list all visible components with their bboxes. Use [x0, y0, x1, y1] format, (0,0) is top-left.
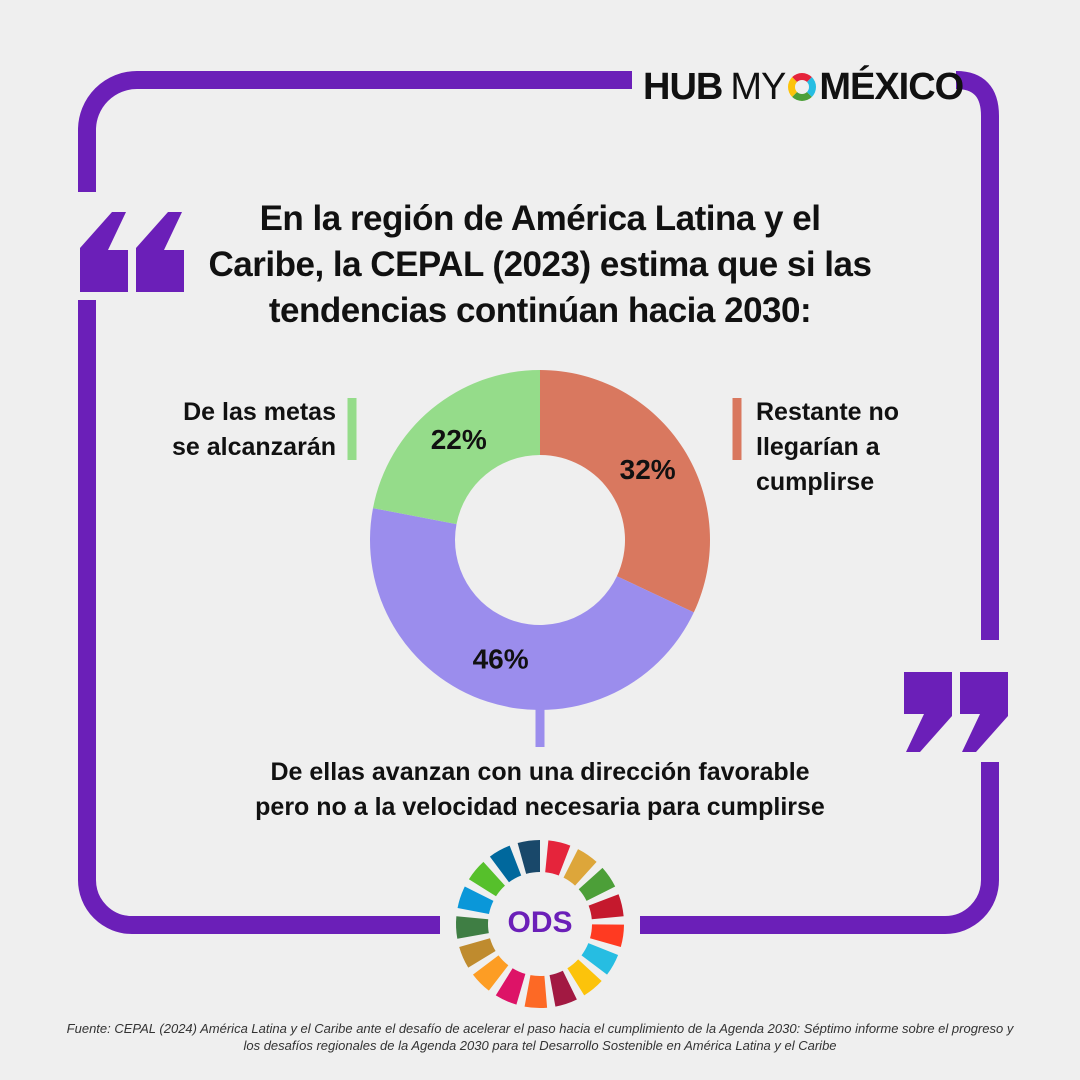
logo-mexico: MÉXICO: [819, 66, 964, 108]
frame-segment: [78, 71, 632, 192]
ods-segment: [456, 916, 489, 939]
donut-segment: [369, 508, 694, 711]
ods-segment: [588, 894, 624, 920]
source-note: Fuente: CEPAL (2024) América Latina y el…: [66, 1021, 1014, 1053]
logo-hub: HUB: [643, 66, 723, 108]
ods-segment: [524, 975, 548, 1009]
ods-segment: [563, 849, 597, 886]
donut-segment: [373, 370, 540, 525]
frame: [78, 71, 999, 934]
value-label: 22%: [431, 424, 487, 455]
ods-label: ODS: [507, 906, 572, 939]
ods-segment: [489, 845, 522, 883]
ods-segment: [549, 970, 577, 1007]
quote-mark: [136, 212, 184, 292]
ods-segment: [567, 959, 602, 996]
ods-segment: [472, 955, 509, 991]
ods-segment: [590, 924, 624, 947]
quote-mark: [904, 672, 952, 752]
donut-segment: [540, 369, 711, 613]
category-label: De las metas se alcanzarán: [172, 398, 336, 461]
ods-segment: [517, 840, 540, 874]
ods-segment: [581, 943, 619, 975]
ods-segment: [545, 840, 571, 876]
logo-ring: [788, 73, 817, 101]
category-label: De ellas avanzan con una dirección favor…: [255, 758, 825, 821]
quote-mark: [80, 212, 128, 292]
frame-segment: [955, 71, 999, 640]
category-label: Restante no llegarían a cumplirse: [756, 398, 900, 496]
logo: HUB MY MÉXICO: [643, 66, 964, 109]
open-quote: [80, 212, 184, 292]
value-label: 46%: [473, 644, 529, 675]
ods-badge: [448, 832, 632, 1016]
ods-segment: [457, 886, 494, 915]
logo-my: MY: [730, 66, 786, 108]
close-quote: [904, 672, 1008, 752]
ods-segment: [459, 938, 496, 968]
frame-segment: [78, 300, 440, 934]
ods-segment: [578, 867, 616, 901]
frame-segment: [640, 762, 999, 934]
chart-title: En la región de América Latina y el Cari…: [208, 199, 872, 330]
ods-segment: [468, 861, 505, 897]
value-label: 32%: [620, 454, 676, 485]
ods-segment: [495, 968, 526, 1005]
quote-mark: [960, 672, 1008, 752]
